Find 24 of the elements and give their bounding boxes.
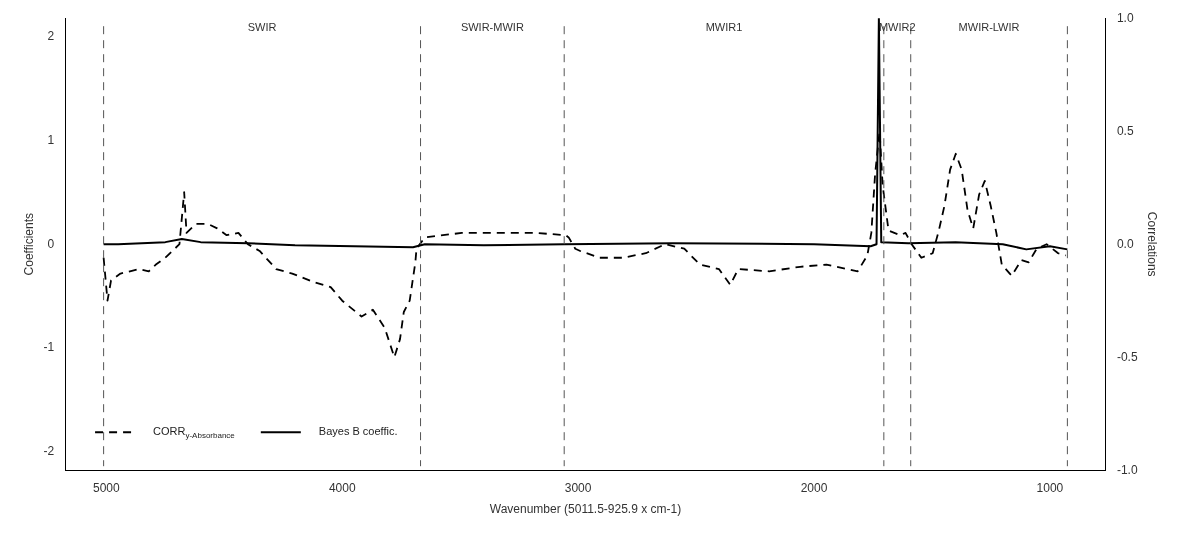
annotation: MWIR1 [705, 21, 743, 34]
y2-tick-label: 0.0 [1116, 236, 1134, 251]
x-tick-label: 1000 [1036, 480, 1064, 495]
y-tick-label: 2 [47, 29, 55, 44]
x-tick-label: 5000 [92, 480, 120, 495]
legend-label: Bayes B coeffic. [318, 425, 398, 438]
y2-tick-label: -0.5 [1116, 349, 1138, 364]
y-tick-label: 0 [47, 236, 55, 251]
x-tick-label: 3000 [564, 480, 592, 495]
y-tick-label: 1 [47, 132, 55, 147]
x-tick-label: 4000 [328, 480, 356, 495]
y-tick-label: -1 [43, 340, 55, 355]
annotation: MWIR2 [878, 21, 916, 34]
y2-tick-label: -1.0 [1116, 462, 1138, 477]
annotation: SWIR-MWIR [460, 21, 524, 34]
annotation: MWIR-LWIR [958, 21, 1020, 34]
x-axis-title: Wavenumber (5011.5-925.9 x cm-1) [489, 502, 682, 517]
x-tick-label: 2000 [800, 480, 828, 495]
y2-axis-title: Correlations [1145, 211, 1160, 277]
y-axis-title: Coefficients [21, 212, 36, 276]
y2-tick-label: 1.0 [1116, 10, 1134, 25]
y2-tick-label: 0.5 [1116, 123, 1134, 138]
annotation: SWIR [247, 21, 277, 34]
y-tick-label: -2 [43, 443, 55, 458]
